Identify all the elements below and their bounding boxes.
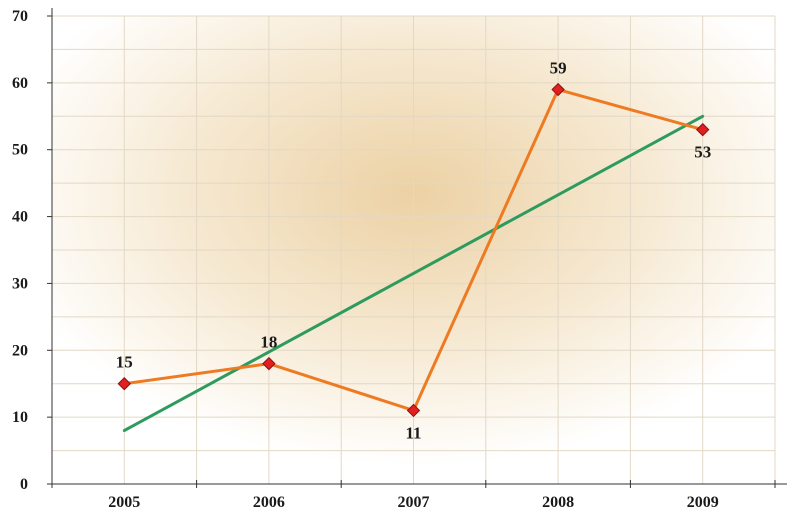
trendline — [122, 114, 705, 433]
data-label: 53 — [694, 143, 711, 162]
axes — [51, 8, 787, 485]
y-tick-label: 30 — [12, 275, 28, 292]
y-tick-label: 70 — [12, 8, 28, 25]
data-label: 11 — [405, 423, 421, 442]
data-point-marker — [117, 377, 132, 391]
y-tick-label: 50 — [12, 142, 28, 159]
y-tick-label: 0 — [20, 476, 28, 493]
data-point-marker — [262, 356, 276, 371]
x-tick-label: 2006 — [253, 494, 285, 511]
series-layer — [117, 82, 710, 418]
x-tick-label: 2007 — [398, 494, 430, 511]
data-label: 59 — [550, 59, 567, 78]
data-label: 15 — [116, 353, 133, 372]
y-axis-ticks: 0 10 20 30 40 50 60 70 — [12, 8, 52, 493]
y-tick-label: 10 — [12, 409, 28, 426]
y-tick-label: 60 — [12, 75, 28, 92]
data-point-marker — [695, 122, 710, 137]
x-tick-label: 2005 — [108, 494, 140, 511]
trendline-layer — [122, 114, 705, 433]
data-label: 18 — [260, 333, 277, 352]
y-tick-label: 40 — [12, 209, 28, 226]
x-tick-label: 2009 — [687, 494, 719, 511]
data-labels: 15 18 11 59 53 — [116, 59, 711, 443]
data-point-marker — [551, 82, 565, 97]
x-tick-label: 2008 — [542, 494, 574, 511]
data-point-marker — [406, 403, 421, 418]
y-tick-label: 20 — [12, 342, 28, 359]
x-axis-ticks: 2005 2006 2007 2008 2009 — [51, 480, 776, 511]
